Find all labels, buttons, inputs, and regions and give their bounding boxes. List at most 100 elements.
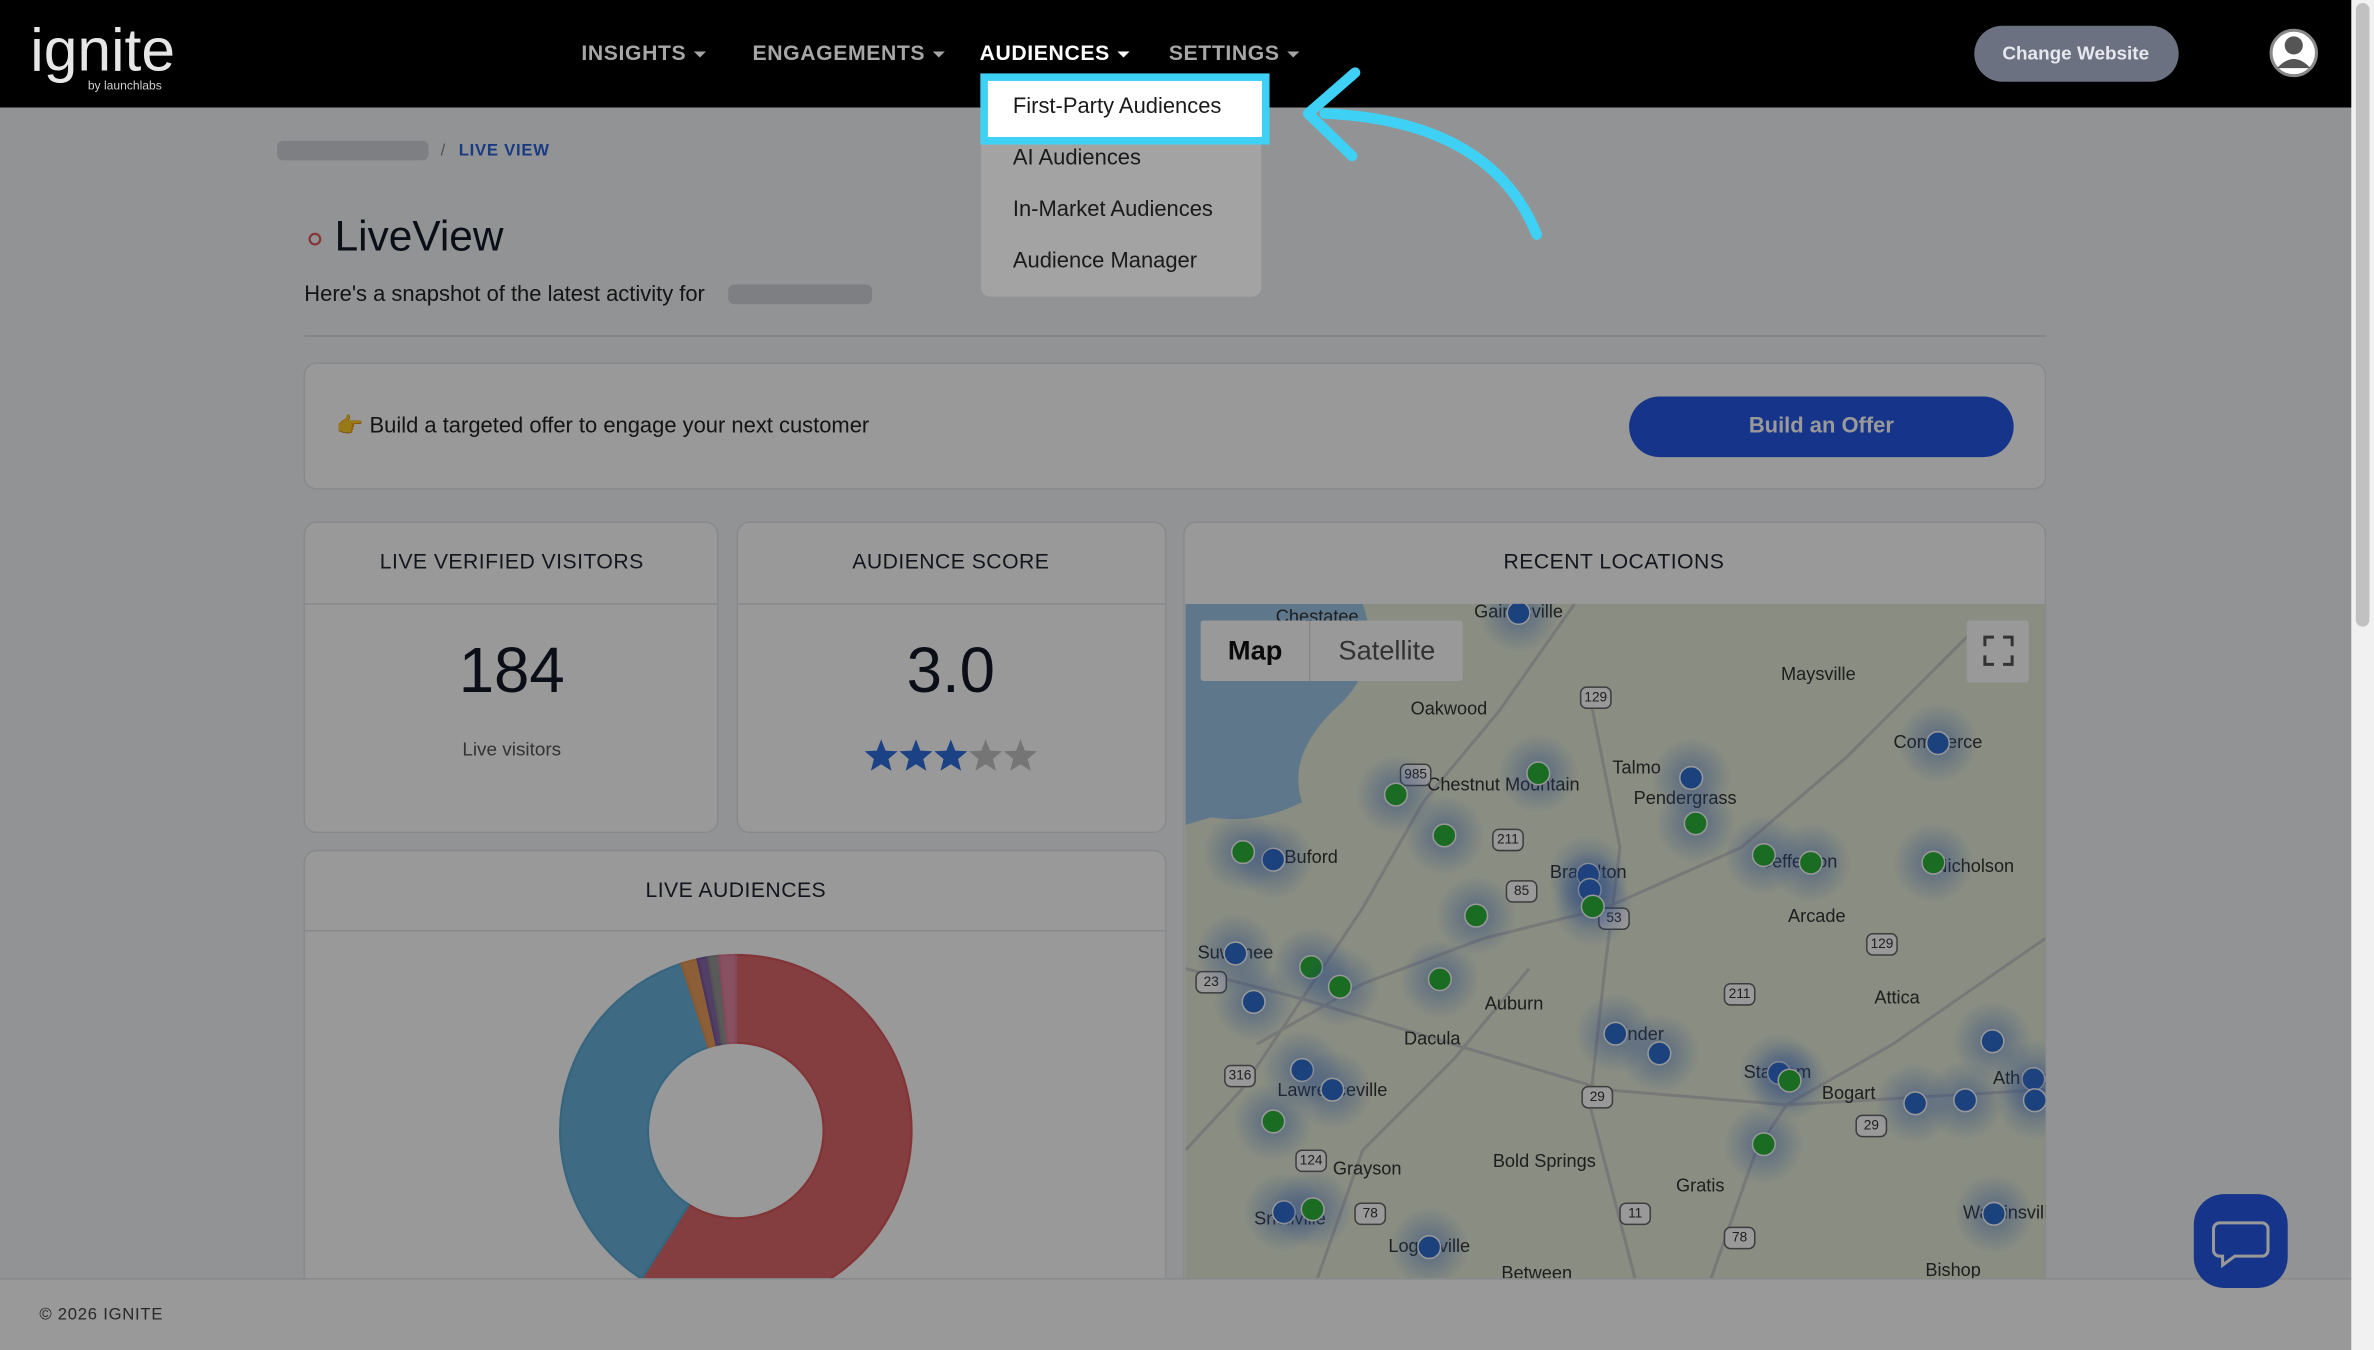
audiences-title: LIVE AUDIENCES — [645, 879, 826, 902]
change-website-button[interactable] — [1974, 25, 2179, 82]
build-offer-button[interactable] — [1629, 396, 2014, 458]
place-label: Between — [1501, 1263, 1572, 1283]
breadcrumb-sep: / — [441, 141, 446, 160]
nav-item[interactable]: AUDIENCES — [980, 42, 1110, 65]
avatar-body — [2277, 59, 2311, 69]
road-shield-label: 78 — [1363, 1205, 1378, 1220]
dropdown-item[interactable]: First-Party Audiences — [1013, 93, 1222, 118]
scrollbar-thumb[interactable] — [2355, 3, 2370, 627]
pin[interactable] — [1647, 1041, 1672, 1066]
pin[interactable] — [1327, 974, 1353, 999]
road-shield — [1354, 1202, 1387, 1226]
place-label: Gratis — [1676, 1175, 1724, 1195]
pin[interactable] — [1683, 811, 1708, 836]
place-label: Arcade — [1788, 906, 1846, 926]
donut-slice[interactable] — [718, 953, 737, 1045]
road-shield-label: 129 — [1584, 689, 1607, 704]
change-website-label[interactable]: Change Website — [2002, 43, 2149, 64]
road-shield — [1492, 828, 1524, 852]
nav-item[interactable]: INSIGHTS — [581, 42, 686, 65]
visitors-title: LIVE VERIFIED VISITORS — [380, 551, 644, 574]
pin[interactable] — [1981, 1201, 2007, 1226]
pin-halo — [1479, 603, 1558, 653]
star-rating — [864, 739, 1037, 771]
road-shield — [1723, 982, 1756, 1006]
road-shield-label: 129 — [1871, 936, 1894, 951]
pin[interactable] — [1921, 850, 1946, 875]
place-label: Dacula — [1404, 1029, 1461, 1049]
pin[interactable] — [1320, 1077, 1345, 1102]
pin[interactable] — [1506, 602, 1531, 626]
road-shield — [1581, 1085, 1614, 1109]
page-title: LiveView — [335, 212, 504, 259]
road-shield-label: 85 — [1514, 883, 1529, 898]
pin[interactable] — [1432, 823, 1457, 848]
place-label: Attica — [1874, 988, 1920, 1008]
road-shield-label: 29 — [1864, 1118, 1879, 1133]
fullscreen-icon — [1983, 635, 2014, 666]
star — [969, 739, 1003, 771]
nav: INSIGHTS ENGAGEMENTS AUDIENCES SETTINGS — [581, 42, 1300, 65]
donut-slice[interactable] — [559, 962, 711, 1279]
logo: ignite — [30, 15, 175, 83]
road-shield-label: 29 — [1590, 1089, 1605, 1104]
place-label: Talmo — [1612, 758, 1660, 778]
pin[interactable] — [1241, 989, 1266, 1015]
pin[interactable] — [1261, 1109, 1286, 1134]
visitors-value: 184 — [459, 635, 565, 706]
pins — [1196, 602, 2047, 1279]
overlay — [0, 107, 2352, 1350]
offer-text: 👉 Build a targeted offer to engage your … — [336, 413, 869, 438]
road-shield — [1866, 933, 1898, 956]
pin[interactable] — [1223, 941, 1248, 966]
footer-text: © 2026 IGNITE — [39, 1305, 163, 1324]
pin[interactable] — [1300, 1197, 1325, 1222]
visitors-card — [303, 521, 719, 834]
pin[interactable] — [1580, 894, 1605, 919]
nav-item[interactable]: ENGAGEMENTS — [752, 42, 925, 65]
annotation-arrow — [1319, 108, 1543, 240]
site-blur — [728, 284, 873, 305]
build-offer-label[interactable]: Build an Offer — [1749, 413, 1895, 438]
pin[interactable] — [1417, 1234, 1442, 1260]
chat-icon — [2211, 1221, 2270, 1269]
satellite-button[interactable]: Satellite — [1338, 635, 1435, 666]
pin[interactable] — [2022, 1088, 2047, 1113]
map-type-control — [1200, 620, 1463, 682]
road-shield-label: 11 — [1628, 1205, 1642, 1220]
chat-button[interactable] — [2193, 1194, 2288, 1288]
pin[interactable] — [1777, 1068, 1802, 1093]
place-label: Bogart — [1822, 1083, 1876, 1103]
visitors-caption: Live visitors — [462, 740, 561, 761]
dropdown-item[interactable]: AI Audiences — [1013, 145, 1141, 170]
pin[interactable] — [1427, 967, 1452, 992]
pin[interactable] — [1751, 1132, 1776, 1157]
donut-slice[interactable] — [640, 953, 913, 1306]
pin[interactable] — [1798, 850, 1823, 875]
place-label: Oakwood — [1411, 699, 1488, 719]
map-button[interactable]: Map — [1228, 635, 1282, 666]
pin[interactable] — [1980, 1029, 2005, 1054]
pin[interactable] — [1464, 903, 1489, 928]
star — [1003, 739, 1037, 771]
score-card — [736, 521, 1167, 834]
pin[interactable] — [1925, 730, 1951, 756]
dropdown-items: First-Party Audiences AI Audiences In-Mark… — [980, 73, 1270, 273]
pin-halo — [1995, 1060, 2046, 1140]
breadcrumb-blur — [277, 140, 429, 161]
footer — [0, 1278, 2352, 1350]
map[interactable]: ChestateeGainesvilleMaysvilleOakwoodComm… — [1185, 574, 2074, 1287]
breadcrumb-current[interactable]: LIVE VIEW — [459, 141, 550, 160]
nav-item[interactable]: SETTINGS — [1169, 42, 1280, 65]
pin[interactable] — [1526, 761, 1551, 786]
pin[interactable] — [1230, 839, 1256, 865]
pin[interactable] — [1953, 1088, 1978, 1113]
pin[interactable] — [1383, 782, 1409, 807]
locations-title: RECENT LOCATIONS — [1504, 551, 1725, 574]
place-label: Maysville — [1781, 664, 1856, 684]
dropdown-item[interactable]: In-Market Audiences — [1013, 196, 1213, 221]
road-shield — [1723, 1226, 1756, 1250]
dropdown-item[interactable]: Audience Manager — [1013, 248, 1197, 273]
